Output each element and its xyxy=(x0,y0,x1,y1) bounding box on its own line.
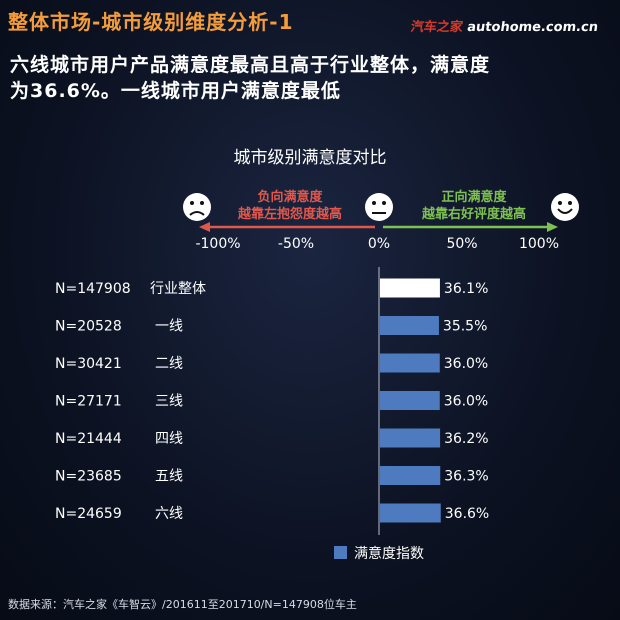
bar xyxy=(380,353,440,373)
value-label: 35.5% xyxy=(443,319,487,335)
legend-label: 满意度指数 xyxy=(354,545,424,562)
category-label: 六线 xyxy=(155,506,183,522)
positive-label-line-1: 正向满意度 xyxy=(441,189,507,205)
page-title: 整体市场-城市级别维度分析-1 xyxy=(8,10,294,34)
chart-title: 城市级别满意度对比 xyxy=(233,148,387,168)
value-label: 36.0% xyxy=(444,394,488,410)
happy-face-icon xyxy=(551,193,579,221)
bar xyxy=(380,278,440,298)
value-label: 36.6% xyxy=(445,506,489,522)
headline-line-1: 六线城市用户产品满意度最高且高于行业整体，满意度 xyxy=(10,54,491,76)
sample-size-label: N=147908 xyxy=(55,281,131,297)
value-label: 36.3% xyxy=(444,469,488,485)
value-label: 36.0% xyxy=(444,356,488,372)
sample-size-label: N=23685 xyxy=(55,469,122,485)
category-label: 五线 xyxy=(155,469,183,485)
neutral-face-icon xyxy=(365,193,393,221)
tick-label: -100% xyxy=(195,236,240,252)
sad-face-icon xyxy=(183,193,211,221)
data-source-note: 数据来源：汽车之家《车智云》/201611至201710/N=147908位车主 xyxy=(8,598,357,611)
negative-arrow xyxy=(199,222,375,232)
sample-size-label: N=30421 xyxy=(55,356,122,372)
sample-size-label: N=21444 xyxy=(55,431,122,447)
category-label: 一线 xyxy=(155,319,183,335)
tick-label: -50% xyxy=(278,236,314,252)
category-label: 二线 xyxy=(155,356,183,372)
negative-label-line-1: 负向满意度 xyxy=(257,189,323,205)
axis-ticks: -100% -50% 0% 50% 100% xyxy=(195,236,559,252)
sample-size-label: N=24659 xyxy=(55,506,122,522)
headline-line-2: 为36.6%。一线城市用户满意度最低 xyxy=(10,80,341,102)
bar xyxy=(380,428,441,448)
sample-size-label: N=27171 xyxy=(55,394,122,410)
tick-label: 0% xyxy=(368,236,390,252)
legend: 满意度指数 xyxy=(334,545,424,562)
bars: N=147908 行业整体 36.1% N=20528 一线 35.5% N=30421 二线… xyxy=(55,278,489,523)
headline: 六线城市用户产品满意度最高且高于行业整体，满意度 为36.6%。一线城市用户满意… xyxy=(10,52,610,104)
value-label: 36.2% xyxy=(444,431,488,447)
category-label: 行业整体 xyxy=(150,281,206,297)
tick-label: 50% xyxy=(446,236,477,252)
bar xyxy=(380,391,440,410)
negative-label-line-2: 越靠左抱怨度越高 xyxy=(237,206,342,222)
legend-swatch xyxy=(334,546,347,559)
bar xyxy=(380,316,439,335)
value-label: 36.1% xyxy=(444,281,488,297)
positive-arrow xyxy=(383,222,558,232)
bar xyxy=(380,503,441,523)
tick-label: 100% xyxy=(519,236,559,252)
category-label: 四线 xyxy=(155,431,183,447)
sample-size-label: N=20528 xyxy=(55,319,122,335)
positive-label-line-2: 越靠右好评度越高 xyxy=(421,206,526,222)
category-label: 三线 xyxy=(155,394,183,410)
bar xyxy=(380,466,441,485)
